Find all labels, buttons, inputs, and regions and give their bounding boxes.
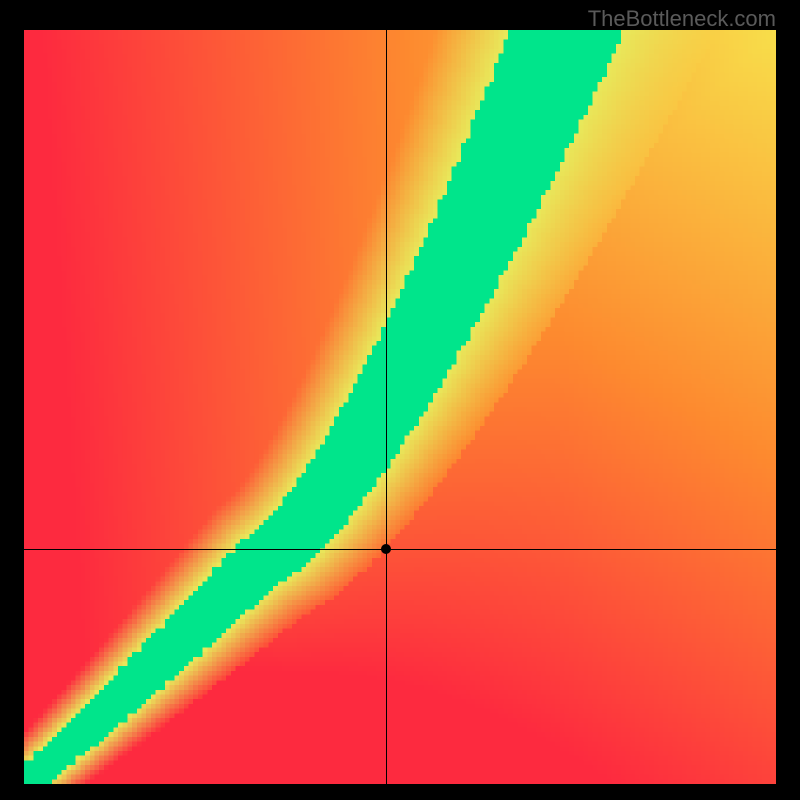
watermark-text: TheBottleneck.com	[588, 6, 776, 32]
crosshair-horizontal	[24, 549, 776, 550]
heatmap-canvas	[24, 30, 776, 784]
marker-dot	[381, 544, 391, 554]
crosshair-vertical	[386, 30, 387, 784]
plot-area	[24, 30, 776, 784]
